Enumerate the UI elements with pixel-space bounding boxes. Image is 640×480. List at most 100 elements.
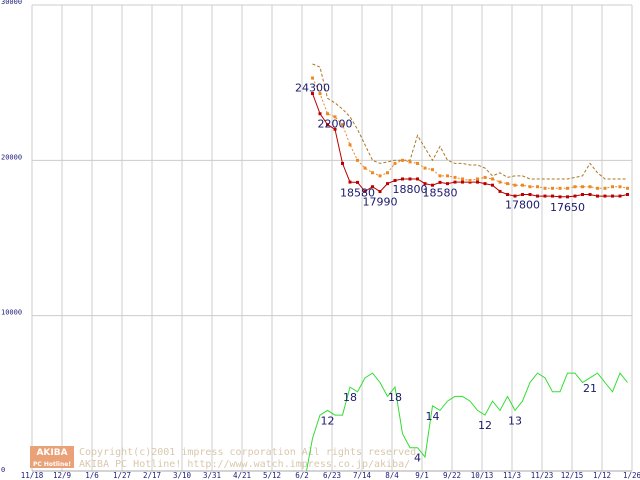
x-tick-label: 8/4 xyxy=(385,471,399,480)
point-avg-price xyxy=(558,186,562,190)
x-tick-label: 1/6 xyxy=(85,471,99,480)
data-label: 22000 xyxy=(318,117,353,130)
x-tick-label: 10/13 xyxy=(471,471,494,480)
point-avg-price xyxy=(521,183,524,187)
point-min-price xyxy=(581,193,584,197)
point-min-price xyxy=(393,179,397,183)
x-tick-label: 11/3 xyxy=(503,471,521,480)
point-min-price xyxy=(311,92,314,96)
point-min-price xyxy=(356,180,359,184)
point-avg-price xyxy=(468,179,472,183)
point-avg-price xyxy=(528,185,532,189)
data-label: 24300 xyxy=(295,82,330,95)
point-avg-price xyxy=(461,177,464,181)
x-tick-label: 12/9 xyxy=(53,471,71,480)
point-avg-price xyxy=(348,143,352,147)
x-tick-label: 12/15 xyxy=(561,471,584,480)
x-tick-label: 1/27 xyxy=(113,471,131,480)
data-label: 13 xyxy=(508,414,522,427)
point-min-price xyxy=(408,177,412,181)
point-avg-price xyxy=(603,186,607,190)
point-avg-price xyxy=(423,166,427,170)
point-min-price xyxy=(431,183,434,187)
point-min-price xyxy=(341,161,344,165)
series-markers xyxy=(311,76,629,199)
point-min-price xyxy=(543,194,547,198)
y-axis-ticks: 0 10000 20000 30000 xyxy=(1,0,22,474)
point-min-price xyxy=(573,194,577,198)
x-tick-label: 3/31 xyxy=(203,471,221,480)
point-min-price xyxy=(423,182,427,186)
point-min-price xyxy=(596,194,599,198)
x-tick-label: 9/22 xyxy=(443,471,461,480)
logo-text-bottom: PC Hotline! xyxy=(33,461,71,468)
x-tick-label: 3/10 xyxy=(173,471,192,480)
point-avg-price xyxy=(498,180,502,184)
point-avg-price xyxy=(573,185,577,189)
point-avg-price xyxy=(611,185,614,189)
point-avg-price xyxy=(333,115,337,119)
x-tick-label: 7/14 xyxy=(353,471,372,480)
point-min-price xyxy=(498,189,502,193)
y-tick-label: 30000 xyxy=(1,0,22,6)
data-label: 18800 xyxy=(393,183,428,196)
point-min-price xyxy=(401,177,404,181)
point-avg-price xyxy=(506,182,509,186)
point-min-price xyxy=(528,193,532,197)
point-avg-price xyxy=(363,166,367,170)
grid-lines xyxy=(31,4,633,472)
point-min-price xyxy=(318,112,322,116)
data-label: 17990 xyxy=(363,196,398,209)
watermark: AKIBA PC Hotline! Copyright(c)2001 impre… xyxy=(30,446,422,470)
point-min-price xyxy=(611,194,614,198)
point-min-price xyxy=(468,180,472,184)
point-min-price xyxy=(513,194,517,198)
x-tick-label: 9/1 xyxy=(415,471,429,480)
logo-box-top xyxy=(30,446,74,457)
point-min-price xyxy=(438,180,442,184)
data-label: 18580 xyxy=(340,186,375,199)
point-avg-price xyxy=(438,174,442,178)
series-line-shop-count xyxy=(32,372,628,472)
data-label: 21 xyxy=(583,382,597,395)
x-tick-label: 4/21 xyxy=(233,471,251,480)
point-min-price xyxy=(558,195,562,199)
point-min-price xyxy=(551,194,554,198)
point-min-price xyxy=(378,190,382,194)
point-avg-price xyxy=(483,175,487,179)
point-avg-price xyxy=(491,177,494,181)
point-min-price xyxy=(626,193,629,197)
point-min-price xyxy=(476,180,479,184)
point-min-price xyxy=(491,183,494,187)
point-avg-price xyxy=(378,174,382,178)
x-tick-label: 6/23 xyxy=(323,471,341,480)
point-avg-price xyxy=(311,76,314,80)
x-tick-label: 6/2 xyxy=(295,471,309,480)
point-min-price xyxy=(483,182,487,186)
point-min-price xyxy=(506,193,509,197)
point-min-price xyxy=(603,194,607,198)
point-min-price xyxy=(461,180,464,184)
point-min-price xyxy=(453,180,457,184)
point-avg-price xyxy=(453,175,457,179)
data-label: 18 xyxy=(388,391,402,404)
logo-text-top: AKIBA xyxy=(36,448,67,458)
y-tick-label: 20000 xyxy=(1,153,22,161)
y-tick-label: 10000 xyxy=(1,309,22,317)
x-tick-label: 1/26 xyxy=(623,471,640,480)
point-avg-price xyxy=(326,112,329,116)
point-min-price xyxy=(363,189,367,193)
point-min-price xyxy=(536,194,539,198)
point-avg-price xyxy=(341,123,344,127)
point-avg-price xyxy=(588,185,592,189)
data-label: 17650 xyxy=(550,201,585,214)
point-avg-price xyxy=(551,186,554,190)
point-avg-price xyxy=(566,186,569,190)
y-tick-label: 0 xyxy=(1,466,5,474)
watermark-url: AKIBA PC Hotline! http://www.watch.impre… xyxy=(79,459,410,470)
point-min-price xyxy=(618,194,622,198)
data-label: 14 xyxy=(426,410,440,423)
data-label: 12 xyxy=(321,414,335,427)
point-avg-price xyxy=(618,185,622,189)
